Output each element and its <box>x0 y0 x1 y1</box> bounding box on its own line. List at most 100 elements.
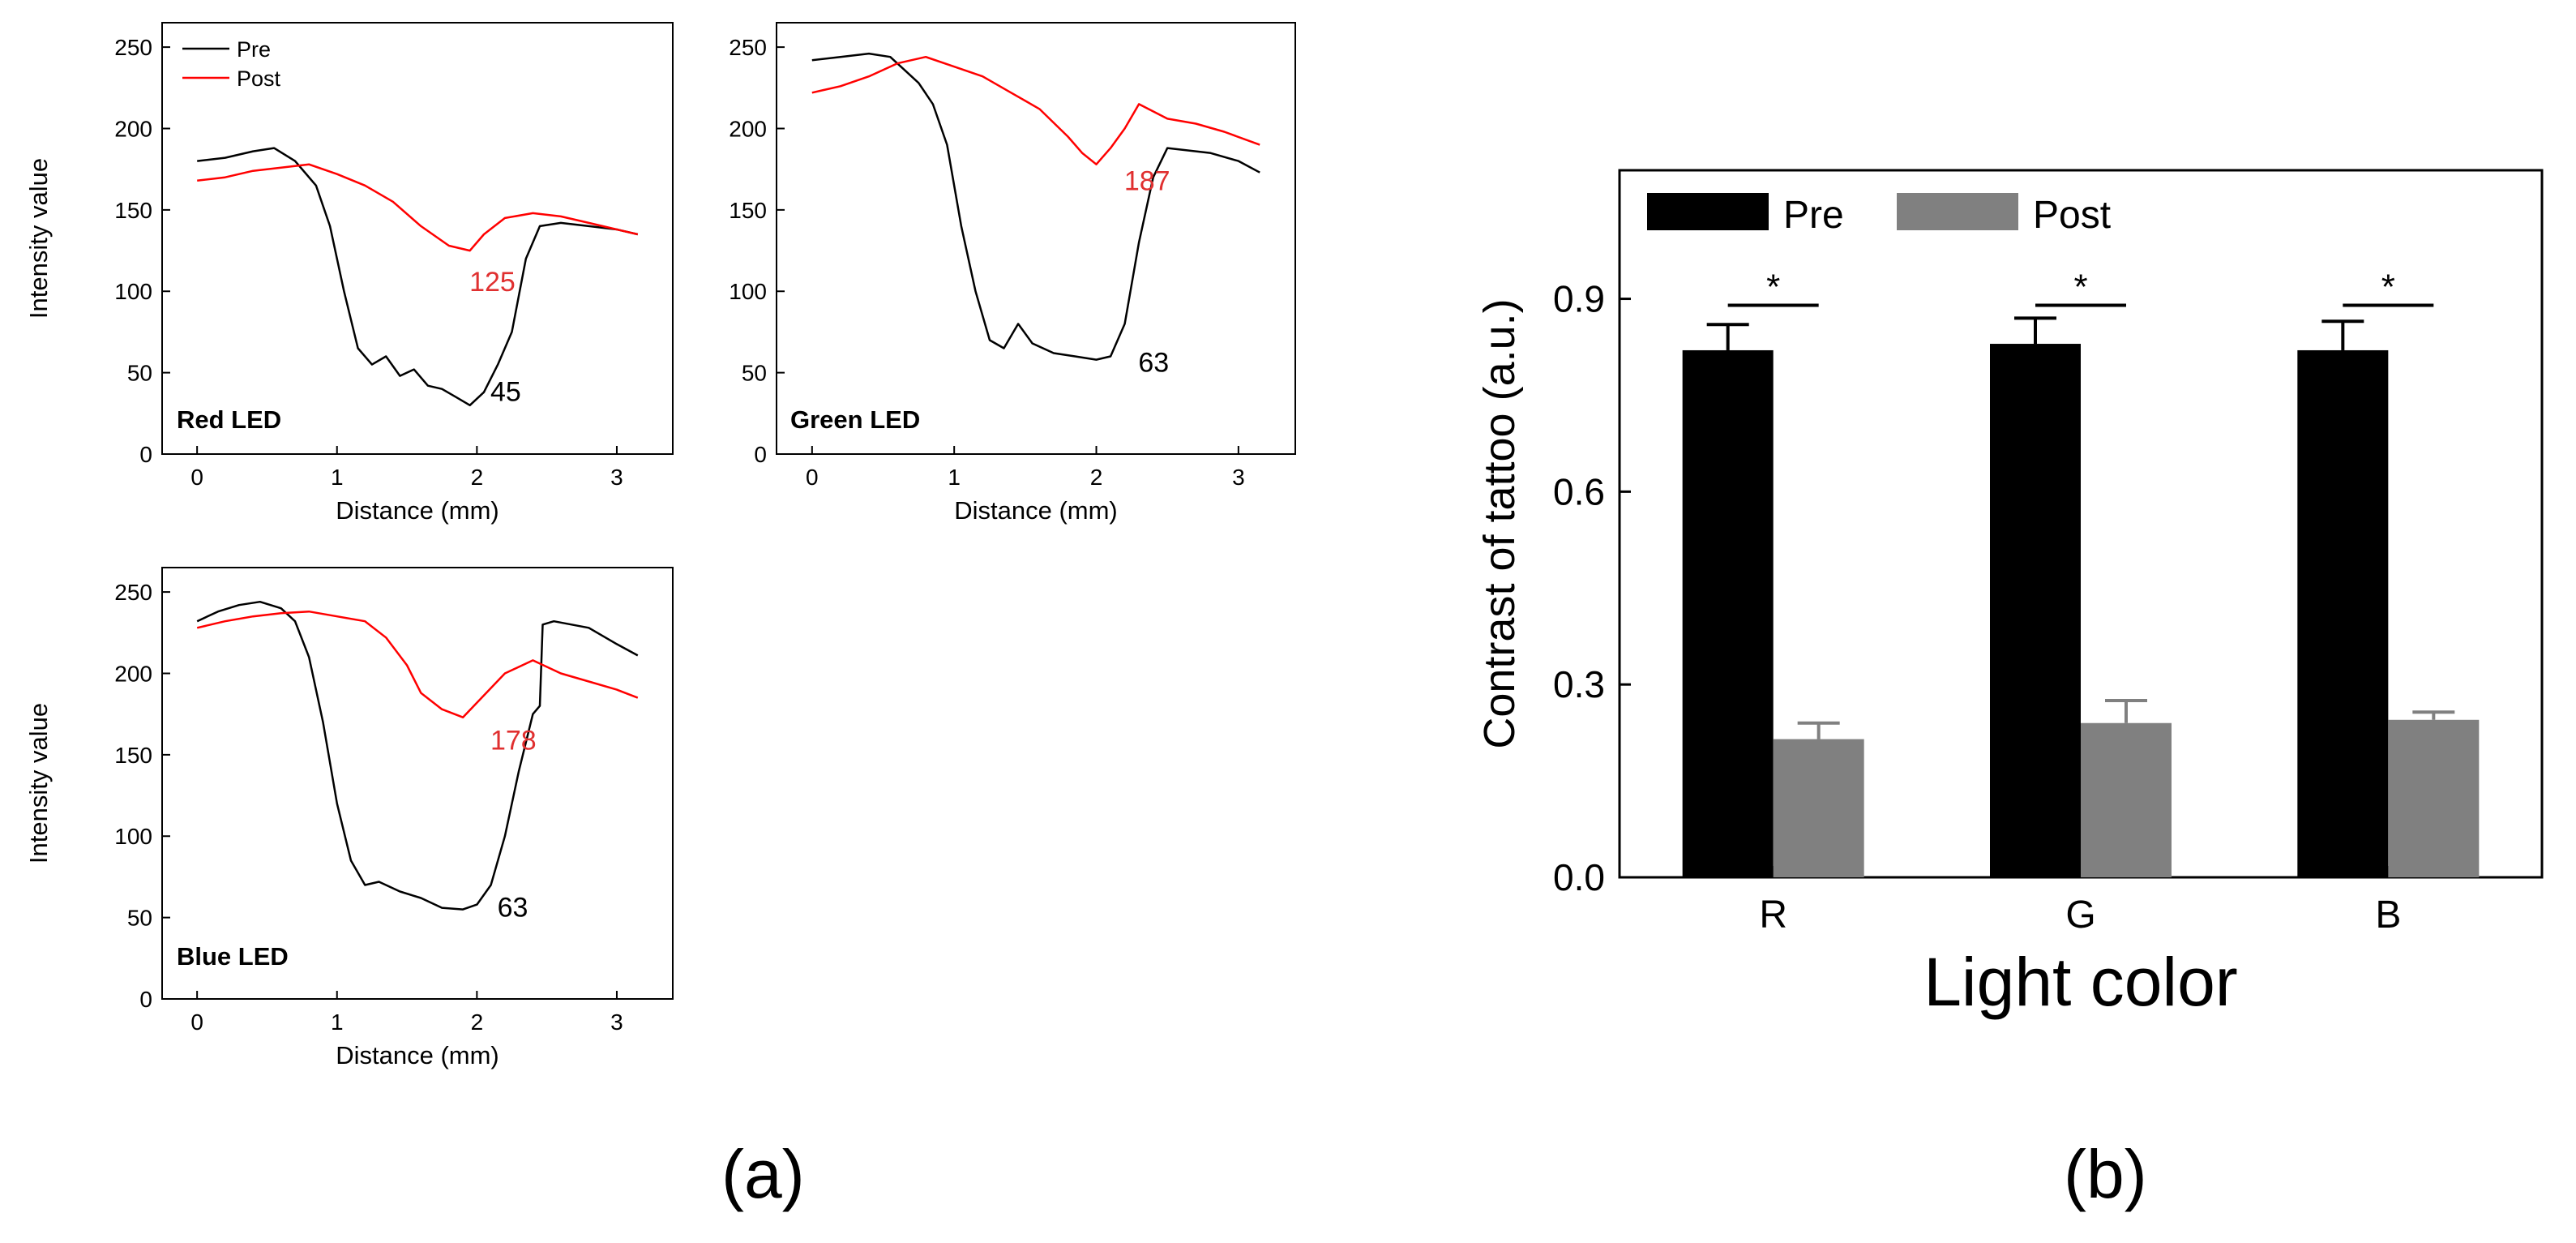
legend-pre-label: Pre <box>237 37 271 62</box>
series-lines <box>196 600 639 911</box>
y-tick-label: 150 <box>114 743 152 768</box>
y-tick-label: 0.6 <box>1553 470 1605 512</box>
x-tick-label: 1 <box>948 465 961 490</box>
series-line-pre <box>197 147 639 407</box>
y-tick-label: 100 <box>114 824 152 849</box>
min-value-label-pre: 45 <box>490 377 521 408</box>
series-line-pre <box>811 52 1260 361</box>
x-tick-label: 3 <box>1232 465 1245 490</box>
x-axis: 0 1 2 3 <box>190 446 623 490</box>
x-tick-label: 2 <box>1090 465 1103 490</box>
y-tick-label: 0 <box>754 442 767 467</box>
legend-pre-label: Pre <box>1783 194 1844 237</box>
series-lines <box>197 147 639 407</box>
series-line-post <box>196 610 639 718</box>
y-tick-label: 250 <box>729 35 767 60</box>
bar-pre-b <box>2297 349 2389 877</box>
legend-post-label: Post <box>2033 194 2111 237</box>
y-tick-label: 50 <box>127 361 152 386</box>
line-plot-blue-led: 0 50 100 150 200 250 0 1 2 3 178 63 Blue LED Dist… <box>24 567 674 1069</box>
x-tick-label: G <box>2065 894 2095 937</box>
x-tick-label: B <box>2375 894 2401 937</box>
minimum-labels: 178 63 <box>490 726 537 924</box>
x-tick-label: 3 <box>610 465 623 490</box>
series-lines <box>811 52 1260 361</box>
legend-post-swatch <box>1897 193 2018 230</box>
y-axis: 0.0 0.3 0.6 0.9 <box>1553 278 1631 898</box>
x-tick-label: 1 <box>331 1009 344 1035</box>
bar-chart-contrast: 0.0 0.3 0.6 0.9 R G B * * * Light color Contras… <box>1475 169 2544 1020</box>
x-tick-label: 2 <box>471 465 484 490</box>
plot-frame <box>161 567 674 1000</box>
significance-markers: * * * <box>1727 267 2434 307</box>
x-axis-label: Light color <box>1923 944 2238 1020</box>
minimum-labels: 187 63 <box>1124 166 1170 379</box>
y-tick-label: 250 <box>114 580 152 605</box>
plot-annotation: Green LED <box>790 405 920 434</box>
plot-annotation: Red LED <box>177 405 281 434</box>
bar-pre-g <box>1990 344 2081 877</box>
y-axis: 0 50 100 150 200 250 <box>114 35 170 467</box>
y-axis-label: Intensity value <box>24 703 53 864</box>
min-value-label-pre: 63 <box>1138 348 1169 379</box>
plot-frame <box>776 22 1296 455</box>
y-tick-label: 200 <box>114 116 152 141</box>
min-value-label-post: 187 <box>1124 166 1170 197</box>
bar-pre-r <box>1682 349 1774 877</box>
y-tick-label: 0 <box>139 442 152 467</box>
y-tick-label: 150 <box>114 198 152 223</box>
y-tick-label: 0.3 <box>1553 663 1605 705</box>
x-tick-label: 1 <box>331 465 344 490</box>
line-plot-green-led: 0 50 100 150 200 250 0 1 2 3 187 63 Green LED Dis… <box>729 22 1296 525</box>
x-axis: 0 1 2 3 <box>190 991 623 1035</box>
bar-post-r <box>1773 739 1864 877</box>
x-tick-label: 0 <box>806 465 819 490</box>
x-tick-label: R <box>1759 894 1787 937</box>
series-line-post <box>811 55 1260 165</box>
y-tick-label: 0.0 <box>1553 856 1605 898</box>
bar-post-b <box>2388 719 2480 877</box>
line-plot-red-led: 0 50 100 150 200 250 0 1 2 3 125 45 Red LED Dista… <box>24 22 674 525</box>
significance-star: * <box>1766 267 1780 306</box>
series-line-pre <box>196 600 639 911</box>
minimum-labels: 125 45 <box>469 267 521 408</box>
y-tick-label: 50 <box>742 361 767 386</box>
y-tick-label: 50 <box>127 906 152 931</box>
y-axis-label: Contrast of tattoo (a.u.) <box>1475 298 1524 748</box>
x-tick-label: 0 <box>190 465 203 490</box>
legend: Pre Post <box>182 37 281 91</box>
significance-star: * <box>2381 267 2395 306</box>
y-tick-label: 200 <box>729 116 767 141</box>
min-value-label-pre: 63 <box>498 893 528 924</box>
y-axis: 0 50 100 150 200 250 <box>729 35 785 467</box>
min-value-label-post: 178 <box>490 726 537 757</box>
y-tick-label: 250 <box>114 35 152 60</box>
legend: Pre Post <box>1647 193 2111 237</box>
bars <box>1682 316 2480 877</box>
min-value-label-post: 125 <box>469 267 516 298</box>
plot-frame <box>161 22 674 455</box>
x-tick-label: 2 <box>471 1009 484 1035</box>
series-line-post <box>197 163 639 252</box>
bar-post-g <box>2081 722 2172 877</box>
x-axis-label: Distance (mm) <box>954 496 1118 525</box>
y-tick-label: 100 <box>114 279 152 304</box>
y-axis: 0 50 100 150 200 250 <box>114 580 170 1012</box>
panel-label-a: (a) <box>721 1136 805 1212</box>
y-tick-label: 0.9 <box>1553 278 1605 320</box>
significance-star: * <box>2073 267 2087 306</box>
x-tick-label: 3 <box>610 1009 623 1035</box>
panel-label-b: (b) <box>2064 1136 2147 1212</box>
x-axis-label: Distance (mm) <box>336 1041 499 1069</box>
legend-post-label: Post <box>237 66 281 91</box>
plot-annotation: Blue LED <box>177 942 289 971</box>
legend-pre-swatch <box>1647 193 1769 230</box>
x-axis: 0 1 2 3 <box>806 446 1245 490</box>
y-tick-label: 0 <box>139 987 152 1012</box>
x-axis-label: Distance (mm) <box>336 496 499 525</box>
y-tick-label: 150 <box>729 198 767 223</box>
y-tick-label: 200 <box>114 661 152 686</box>
y-tick-label: 100 <box>729 279 767 304</box>
